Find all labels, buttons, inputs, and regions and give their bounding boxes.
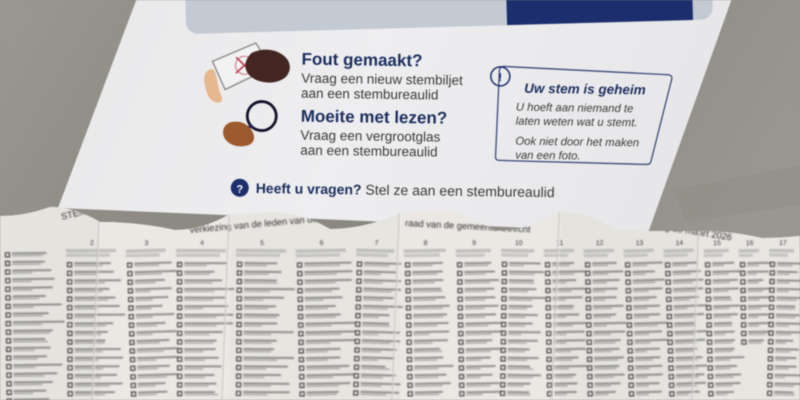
svg-text:5: 5: [260, 240, 264, 247]
svg-text:laten weten wat u stemt.: laten weten wat u stemt.: [516, 116, 638, 130]
svg-text:?: ?: [236, 184, 243, 196]
svg-text:9: 9: [472, 240, 476, 247]
svg-text:3: 3: [144, 240, 148, 247]
svg-text:van een foto.: van een foto.: [515, 150, 580, 163]
svg-text:aan een stembureaulid: aan een stembureaulid: [300, 143, 438, 160]
svg-text:12: 12: [596, 240, 604, 247]
svg-text:13: 13: [636, 240, 644, 247]
svg-text:Fout gemaakt?: Fout gemaakt?: [301, 50, 422, 71]
svg-text:7: 7: [375, 240, 379, 247]
svg-text:2: 2: [90, 240, 94, 247]
svg-text:4: 4: [200, 240, 204, 247]
svg-text:aan een stembureaulid: aan een stembureaulid: [301, 86, 439, 103]
svg-text:10: 10: [515, 240, 523, 247]
svg-text:6: 6: [320, 240, 324, 247]
svg-text:Ook niet door het maken: Ook niet door het maken: [515, 136, 639, 150]
svg-text:U hoeft aan niemand te: U hoeft aan niemand te: [516, 102, 634, 116]
svg-text:16: 16: [746, 240, 754, 247]
svg-text:Uw stem is geheim: Uw stem is geheim: [524, 81, 646, 98]
svg-text:8: 8: [424, 240, 428, 247]
svg-text:Moeite met lezen?: Moeite met lezen?: [301, 107, 448, 128]
svg-text:!: !: [498, 72, 502, 84]
svg-text:14: 14: [675, 240, 683, 247]
svg-text:17: 17: [779, 240, 787, 247]
svg-text:15: 15: [713, 240, 721, 247]
